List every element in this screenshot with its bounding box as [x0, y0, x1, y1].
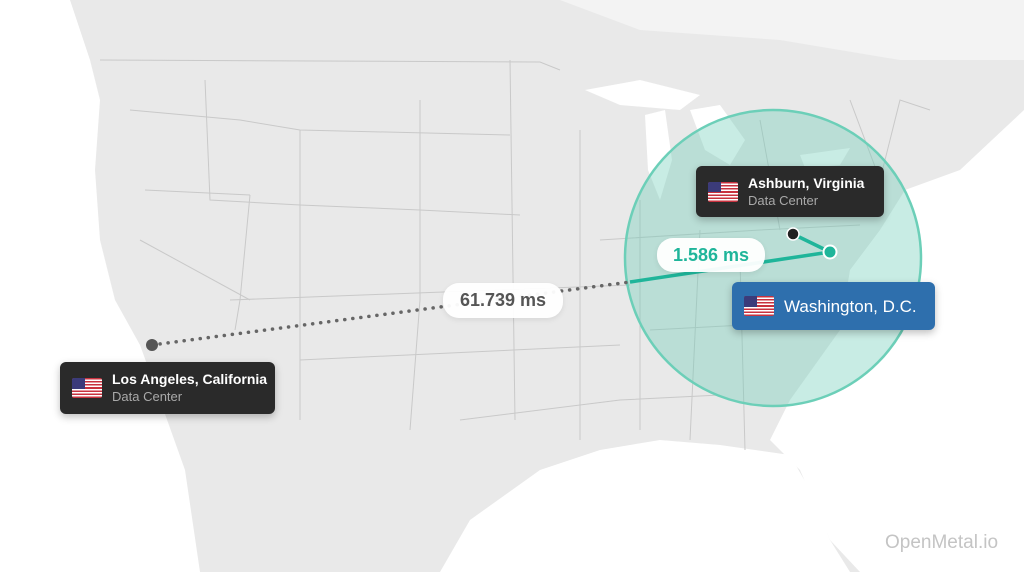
- watermark: OpenMetal.io: [885, 532, 999, 553]
- ashburn-marker: [786, 227, 800, 241]
- ashburn-card[interactable]: Ashburn, Virginia Data Center: [696, 166, 884, 217]
- location-title: Los Angeles, California: [112, 371, 268, 387]
- us-flag-icon: [72, 378, 102, 398]
- location-subtitle: Data Center: [112, 389, 183, 404]
- gulf-of-mexico: [440, 440, 850, 572]
- us-flag-icon: [708, 181, 738, 202]
- pacific-ocean: [0, 0, 200, 572]
- washington-marker: [822, 244, 838, 260]
- los-angeles-marker: [146, 339, 158, 351]
- la-latency-label: 61.739 ms: [443, 283, 563, 318]
- ashburn-latency-label: 1.586 ms: [657, 238, 765, 272]
- hudson-bay-area: [560, 0, 1024, 60]
- la-route-dotted-line: [150, 280, 632, 347]
- location-subtitle: Data Center: [748, 192, 819, 208]
- location-title: Ashburn, Virginia: [748, 174, 865, 191]
- location-title: Washington, D.C.: [784, 296, 917, 316]
- washington-card[interactable]: Washington, D.C.: [732, 282, 935, 330]
- los-angeles-card[interactable]: Los Angeles, California Data Center: [60, 362, 275, 414]
- us-flag-icon: [744, 296, 774, 316]
